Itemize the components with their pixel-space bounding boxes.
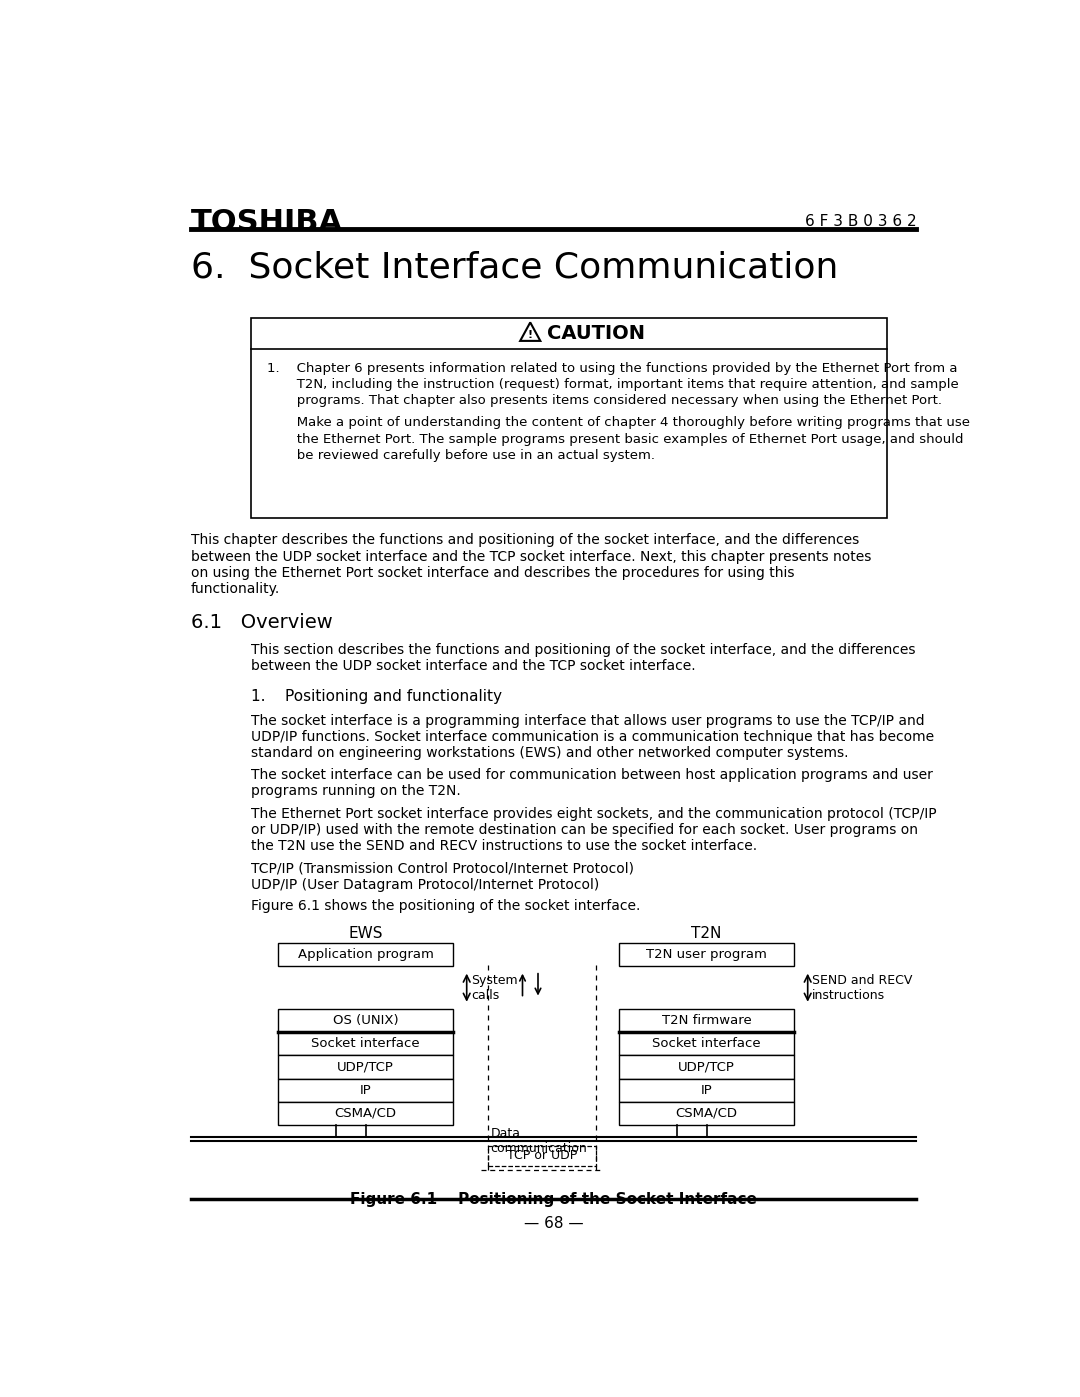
Text: programs. That chapter also presents items considered necessary when using the E: programs. That chapter also presents ite…: [267, 394, 942, 407]
Text: between the UDP socket interface and the TCP socket interface. Next, this chapte: between the UDP socket interface and the…: [191, 549, 872, 563]
Bar: [619, 1078, 794, 1102]
Text: on using the Ethernet Port socket interface and describes the procedures for usi: on using the Ethernet Port socket interf…: [191, 566, 794, 580]
Text: The socket interface is a programming interface that allows user programs to use: The socket interface is a programming in…: [252, 714, 924, 728]
Text: Socket interface: Socket interface: [652, 1038, 761, 1051]
Text: 1.    Chapter 6 presents information related to using the functions provided by : 1. Chapter 6 presents information relate…: [267, 362, 957, 374]
Bar: [619, 1009, 794, 1032]
Text: T2N, including the instruction (request) format, important items that require at: T2N, including the instruction (request)…: [267, 377, 959, 391]
Text: Socket interface: Socket interface: [311, 1038, 420, 1051]
Text: the T2N use the SEND and RECV instructions to use the socket interface.: the T2N use the SEND and RECV instructio…: [252, 840, 757, 854]
Text: UDP/IP (User Datagram Protocol/Internet Protocol): UDP/IP (User Datagram Protocol/Internet …: [252, 877, 599, 891]
Bar: [279, 1032, 453, 1056]
Bar: [488, 1146, 596, 1165]
Text: between the UDP socket interface and the TCP socket interface.: between the UDP socket interface and the…: [252, 659, 696, 673]
Text: functionality.: functionality.: [191, 583, 280, 597]
Text: 1.    Positioning and functionality: 1. Positioning and functionality: [252, 689, 502, 704]
Text: or UDP/IP) used with the remote destination can be specified for each socket. Us: or UDP/IP) used with the remote destinat…: [252, 823, 918, 837]
Text: TCP/IP (Transmission Control Protocol/Internet Protocol): TCP/IP (Transmission Control Protocol/In…: [252, 862, 634, 876]
Text: !: !: [528, 330, 532, 339]
Text: The Ethernet Port socket interface provides eight sockets, and the communication: The Ethernet Port socket interface provi…: [252, 806, 936, 821]
Text: 6 F 3 B 0 3 6 2: 6 F 3 B 0 3 6 2: [805, 214, 916, 229]
Text: SEND and RECV
instructions: SEND and RECV instructions: [812, 974, 913, 1002]
Bar: [619, 943, 794, 967]
Text: This section describes the functions and positioning of the socket interface, an: This section describes the functions and…: [252, 643, 916, 657]
Text: 6.  Socket Interface Communication: 6. Socket Interface Communication: [191, 251, 838, 285]
Bar: [279, 1078, 453, 1102]
Text: IP: IP: [701, 1084, 713, 1097]
Text: Make a point of understanding the content of chapter 4 thoroughly before writing: Make a point of understanding the conten…: [267, 416, 970, 429]
Bar: [279, 1056, 453, 1078]
Text: System
calls: System calls: [471, 974, 518, 1002]
Text: Data
communication: Data communication: [490, 1127, 588, 1155]
Bar: [619, 1056, 794, 1078]
Text: T2N user program: T2N user program: [646, 949, 767, 961]
Text: Application program: Application program: [298, 949, 433, 961]
Text: UDP/TCP: UDP/TCP: [337, 1060, 394, 1073]
Text: IP: IP: [360, 1084, 372, 1097]
Bar: [252, 317, 887, 518]
Text: 6.1   Overview: 6.1 Overview: [191, 613, 333, 633]
Text: UDP/IP functions. Socket interface communication is a communication technique th: UDP/IP functions. Socket interface commu…: [252, 729, 934, 743]
Bar: [279, 1009, 453, 1032]
Text: programs running on the T2N.: programs running on the T2N.: [252, 784, 461, 799]
Text: CSMA/CD: CSMA/CD: [335, 1106, 396, 1120]
Text: CSMA/CD: CSMA/CD: [676, 1106, 738, 1120]
Text: — 68 —: — 68 —: [524, 1217, 583, 1231]
Bar: [279, 1102, 453, 1125]
Text: OS (UNIX): OS (UNIX): [333, 1014, 399, 1027]
Text: Figure 6.1    Positioning of the Socket Interface: Figure 6.1 Positioning of the Socket Int…: [350, 1192, 757, 1207]
Text: be reviewed carefully before use in an actual system.: be reviewed carefully before use in an a…: [267, 448, 654, 461]
Text: This chapter describes the functions and positioning of the socket interface, an: This chapter describes the functions and…: [191, 534, 859, 548]
Bar: [279, 943, 453, 967]
Text: the Ethernet Port. The sample programs present basic examples of Ethernet Port u: the Ethernet Port. The sample programs p…: [267, 433, 963, 446]
Bar: [619, 1102, 794, 1125]
Text: UDP/TCP: UDP/TCP: [678, 1060, 735, 1073]
Text: standard on engineering workstations (EWS) and other networked computer systems.: standard on engineering workstations (EW…: [252, 746, 849, 760]
Text: T2N: T2N: [691, 926, 721, 942]
Text: CAUTION: CAUTION: [548, 324, 646, 342]
Text: Figure 6.1 shows the positioning of the socket interface.: Figure 6.1 shows the positioning of the …: [252, 900, 640, 914]
Text: T2N firmware: T2N firmware: [662, 1014, 752, 1027]
Text: The socket interface can be used for communication between host application prog: The socket interface can be used for com…: [252, 768, 933, 782]
Text: EWS: EWS: [349, 926, 382, 942]
Bar: [619, 1032, 794, 1056]
Text: TCP or UDP: TCP or UDP: [507, 1150, 577, 1162]
Text: TOSHIBA: TOSHIBA: [191, 208, 343, 236]
